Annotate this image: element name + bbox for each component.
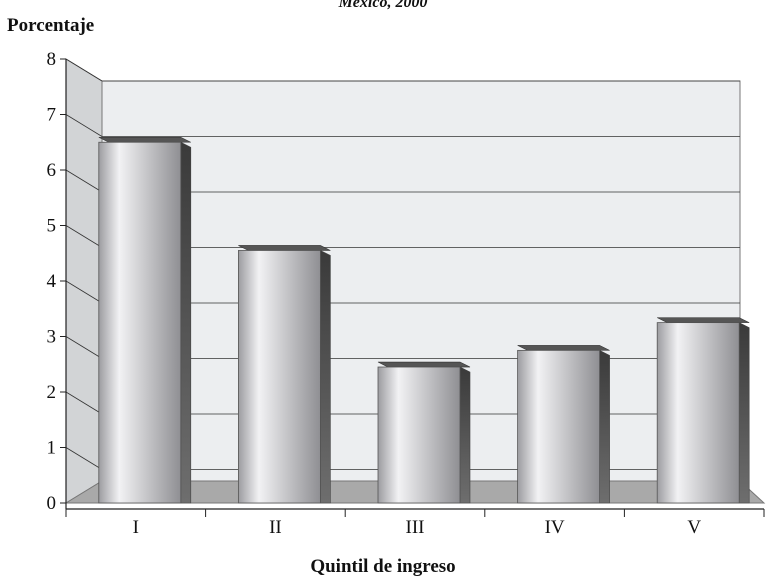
gridline-side [65, 114, 103, 137]
bar-top [98, 136, 191, 143]
bar-I [98, 136, 192, 504]
bar-IV [517, 345, 610, 504]
bar-side [599, 349, 610, 504]
bar-V [656, 317, 750, 504]
y-axis-label: Porcentaje [7, 15, 95, 36]
bar-side [320, 249, 331, 504]
y-tick-label: 2 [47, 382, 57, 403]
bars [98, 136, 750, 504]
gridline-side [65, 169, 103, 193]
y-tick-label: 1 [47, 438, 57, 459]
gridline-side [65, 391, 103, 415]
bar-III [377, 361, 471, 504]
bar-top [238, 245, 331, 251]
x-tick-label: II [269, 517, 282, 538]
x-tick-label: III [406, 517, 425, 538]
bar [656, 322, 740, 504]
bar-side [738, 322, 750, 504]
x-tick-label: I [133, 517, 139, 538]
bar [98, 141, 182, 504]
gridline-side [65, 336, 103, 359]
chart-title: México, 2000 [338, 0, 428, 11]
gridline-side [65, 225, 103, 248]
x-axis-label: Quintil de ingreso [310, 556, 456, 577]
y-tick-label: 6 [47, 160, 57, 181]
y-tick-label: 3 [47, 327, 57, 348]
x-tick-label: IV [545, 517, 565, 538]
y-tick-label: 8 [47, 49, 57, 70]
bar [377, 366, 461, 504]
bar [517, 349, 600, 504]
bar-top [517, 345, 610, 351]
bar-II [237, 245, 331, 504]
y-tick-label: 4 [47, 271, 57, 292]
y-tick-label: 7 [47, 105, 57, 126]
bar-side [459, 366, 471, 504]
axes [60, 58, 765, 517]
x-tick-label: V [687, 517, 701, 538]
gridline-side [65, 280, 103, 304]
gridline-side [65, 58, 103, 82]
x-tick-labels: I II III IV V [133, 517, 702, 538]
bar-side [180, 141, 192, 504]
y-tick-labels: 0 1 2 3 4 5 6 7 8 [47, 49, 57, 514]
y-tick-label: 5 [47, 216, 57, 237]
bar-top [657, 317, 750, 323]
bar [237, 250, 321, 504]
y-tick-label: 0 [47, 493, 57, 514]
gridline-side [65, 447, 103, 470]
bar-top [377, 361, 471, 368]
